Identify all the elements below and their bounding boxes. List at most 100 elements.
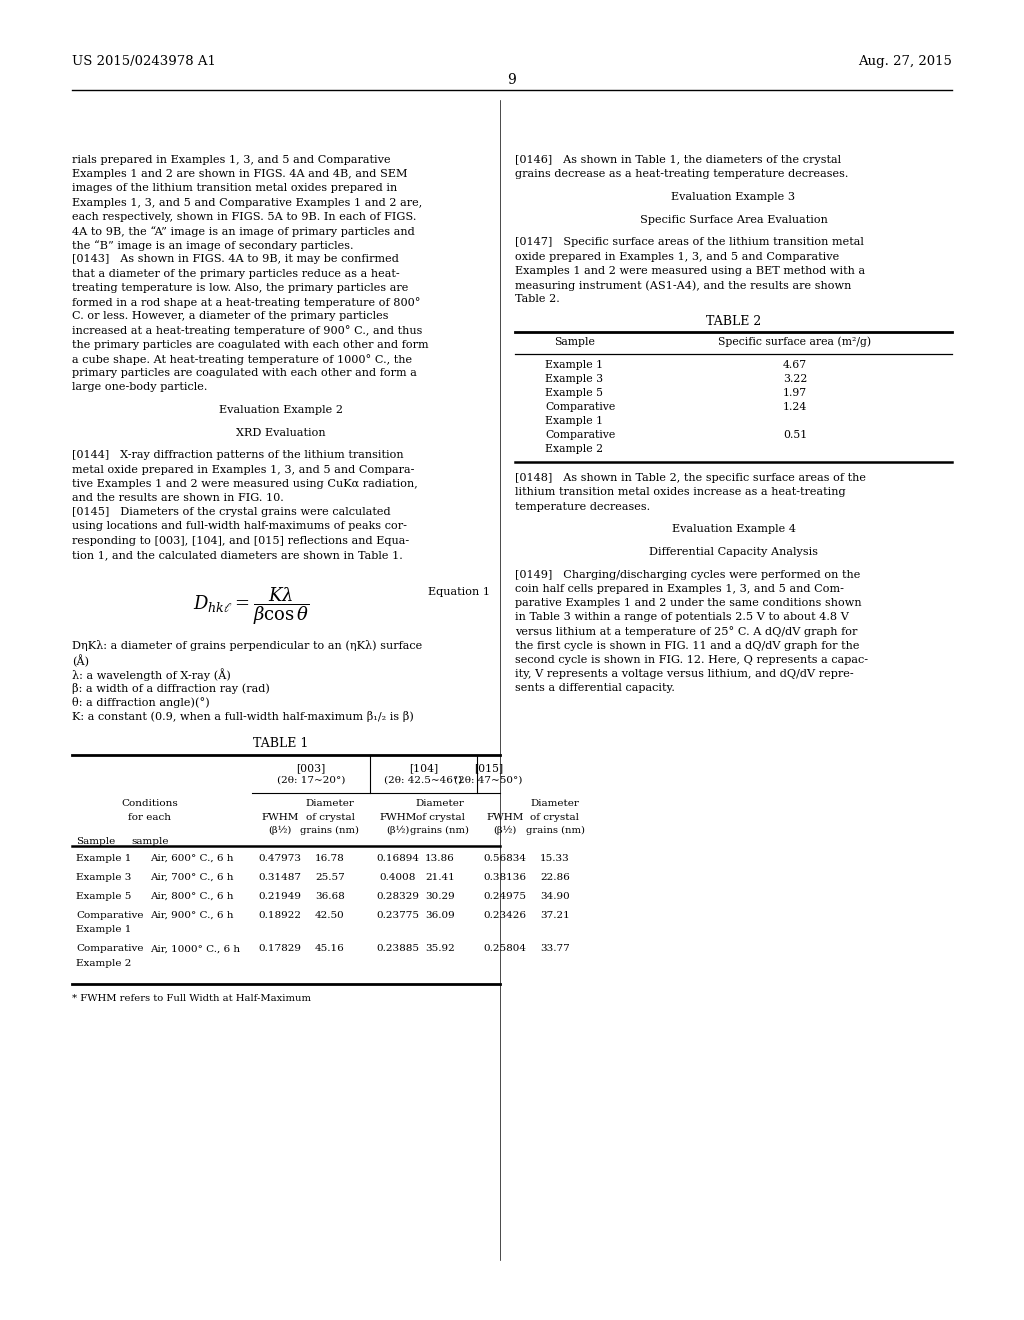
Text: (2θ: 17~20°): (2θ: 17~20°) [276,775,345,784]
Text: K: a constant (0.9, when a full-width half-maximum β₁/₂ is β): K: a constant (0.9, when a full-width ha… [72,711,414,722]
Text: grains (nm): grains (nm) [300,826,359,836]
Text: Evaluation Example 4: Evaluation Example 4 [672,524,796,535]
Text: Table 2.: Table 2. [515,294,560,304]
Text: Example 5: Example 5 [76,892,131,902]
Text: β: a width of a diffraction ray (rad): β: a width of a diffraction ray (rad) [72,682,270,694]
Text: 35.92: 35.92 [425,944,455,953]
Text: of crystal: of crystal [416,813,465,821]
Text: a cube shape. At heat-treating temperature of 1000° C., the: a cube shape. At heat-treating temperatu… [72,354,412,364]
Text: 36.68: 36.68 [315,892,345,902]
Text: 34.90: 34.90 [540,892,570,902]
Text: Sample: Sample [555,337,595,347]
Text: Example 2: Example 2 [545,444,603,454]
Text: using locations and full-width half-maximums of peaks cor-: using locations and full-width half-maxi… [72,521,407,532]
Text: $D_{\mathit{hk\ell}} = \dfrac{K\lambda}{\beta\cos\theta}$: $D_{\mathit{hk\ell}} = \dfrac{K\lambda}{… [193,585,309,627]
Text: 0.23426: 0.23426 [483,911,526,920]
Text: [0149]   Charging/discharging cycles were performed on the: [0149] Charging/discharging cycles were … [515,570,860,579]
Text: * FWHM refers to Full Width at Half-Maximum: * FWHM refers to Full Width at Half-Maxi… [72,994,311,1002]
Text: 0.16894: 0.16894 [377,854,420,863]
Text: sents a differential capacity.: sents a differential capacity. [515,684,675,693]
Text: tive Examples 1 and 2 were measured using CuKα radiation,: tive Examples 1 and 2 were measured usin… [72,479,418,488]
Text: versus lithium at a temperature of 25° C. A dQ/dV graph for: versus lithium at a temperature of 25° C… [515,627,857,638]
Text: the first cycle is shown in FIG. 11 and a dQ/dV graph for the: the first cycle is shown in FIG. 11 and … [515,640,859,651]
Text: (β½): (β½) [386,826,410,836]
Text: measuring instrument (AS1-A4), and the results are shown: measuring instrument (AS1-A4), and the r… [515,280,851,290]
Text: Comparative: Comparative [76,911,143,920]
Text: images of the lithium transition metal oxides prepared in: images of the lithium transition metal o… [72,183,397,194]
Text: (2θ: 47~50°): (2θ: 47~50°) [455,775,522,784]
Text: Comparative: Comparative [545,401,615,412]
Text: 0.23885: 0.23885 [377,944,420,953]
Text: Comparative: Comparative [76,944,143,953]
Text: the primary particles are coagulated with each other and form: the primary particles are coagulated wit… [72,339,429,350]
Text: (2θ: 42.5~46°): (2θ: 42.5~46°) [384,775,463,784]
Text: grains decrease as a heat-treating temperature decreases.: grains decrease as a heat-treating tempe… [515,169,848,180]
Text: Air, 800° C., 6 h: Air, 800° C., 6 h [150,892,233,902]
Text: [0144]   X-ray diffraction patterns of the lithium transition: [0144] X-ray diffraction patterns of the… [72,450,403,461]
Text: 0.38136: 0.38136 [483,873,526,882]
Text: 21.41: 21.41 [425,873,455,882]
Text: DηKλ: a diameter of grains perpendicular to an (ηKλ) surface: DηKλ: a diameter of grains perpendicular… [72,640,422,651]
Text: 30.29: 30.29 [425,892,455,902]
Text: [0148]   As shown in Table 2, the specific surface areas of the: [0148] As shown in Table 2, the specific… [515,474,866,483]
Text: 4A to 9B, the “A” image is an image of primary particles and: 4A to 9B, the “A” image is an image of p… [72,226,415,236]
Text: 4.67: 4.67 [783,360,807,370]
Text: Example 3: Example 3 [76,873,131,882]
Text: Diameter: Diameter [305,800,354,808]
Text: each respectively, shown in FIGS. 5A to 9B. In each of FIGS.: each respectively, shown in FIGS. 5A to … [72,211,417,222]
Text: 0.31487: 0.31487 [258,873,301,882]
Text: Air, 600° C., 6 h: Air, 600° C., 6 h [150,854,233,863]
Text: in Table 3 within a range of potentials 2.5 V to about 4.8 V: in Table 3 within a range of potentials … [515,612,849,623]
Text: (Å): (Å) [72,655,89,667]
Text: 36.09: 36.09 [425,911,455,920]
Text: Examples 1 and 2 were measured using a BET method with a: Examples 1 and 2 were measured using a B… [515,265,865,276]
Text: 0.28329: 0.28329 [377,892,420,902]
Text: of crystal: of crystal [305,813,354,821]
Text: Example 1: Example 1 [545,416,603,426]
Text: Equation 1: Equation 1 [428,587,490,597]
Text: FWHM: FWHM [261,813,299,821]
Text: 37.21: 37.21 [540,911,570,920]
Text: large one-body particle.: large one-body particle. [72,383,208,392]
Text: Air, 700° C., 6 h: Air, 700° C., 6 h [150,873,233,882]
Text: Comparative: Comparative [545,430,615,440]
Text: formed in a rod shape at a heat-treating temperature of 800°: formed in a rod shape at a heat-treating… [72,297,421,308]
Text: second cycle is shown in FIG. 12. Here, Q represents a capac-: second cycle is shown in FIG. 12. Here, … [515,655,868,665]
Text: Diameter: Diameter [416,800,465,808]
Text: the “B” image is an image of secondary particles.: the “B” image is an image of secondary p… [72,240,353,251]
Text: Aug. 27, 2015: Aug. 27, 2015 [858,55,952,69]
Text: 0.51: 0.51 [783,430,807,440]
Text: Evaluation Example 3: Evaluation Example 3 [672,191,796,202]
Text: TABLE 2: TABLE 2 [706,315,761,329]
Text: increased at a heat-treating temperature of 900° C., and thus: increased at a heat-treating temperature… [72,326,422,337]
Text: [0146]   As shown in Table 1, the diameters of the crystal: [0146] As shown in Table 1, the diameter… [515,154,841,165]
Text: coin half cells prepared in Examples 1, 3, and 5 and Com-: coin half cells prepared in Examples 1, … [515,583,844,594]
Text: lithium transition metal oxides increase as a heat-treating: lithium transition metal oxides increase… [515,487,846,498]
Text: of crystal: of crystal [530,813,580,821]
Text: 15.33: 15.33 [540,854,570,863]
Text: 0.23775: 0.23775 [377,911,420,920]
Text: 0.56834: 0.56834 [483,854,526,863]
Text: λ: a wavelength of X-ray (Å): λ: a wavelength of X-ray (Å) [72,669,230,681]
Text: Air, 1000° C., 6 h: Air, 1000° C., 6 h [150,944,240,953]
Text: 0.24975: 0.24975 [483,892,526,902]
Text: 9: 9 [508,73,516,87]
Text: Example 3: Example 3 [545,374,603,384]
Text: 16.78: 16.78 [315,854,345,863]
Text: 0.4008: 0.4008 [380,873,416,882]
Text: FWHM: FWHM [486,813,523,821]
Text: [015]: [015] [474,763,503,774]
Text: Differential Capacity Analysis: Differential Capacity Analysis [649,546,818,557]
Text: 0.25804: 0.25804 [483,944,526,953]
Text: Specific Surface Area Evaluation: Specific Surface Area Evaluation [640,215,827,224]
Text: (β½): (β½) [494,826,517,836]
Text: grains (nm): grains (nm) [525,826,585,836]
Text: Example 1: Example 1 [545,360,603,370]
Text: FWHM: FWHM [379,813,417,821]
Text: metal oxide prepared in Examples 1, 3, and 5 and Compara-: metal oxide prepared in Examples 1, 3, a… [72,465,415,475]
Text: US 2015/0243978 A1: US 2015/0243978 A1 [72,55,216,69]
Text: tion 1, and the calculated diameters are shown in Table 1.: tion 1, and the calculated diameters are… [72,549,402,560]
Text: Example 5: Example 5 [545,388,603,397]
Text: Sample: Sample [76,837,116,846]
Text: temperature decreases.: temperature decreases. [515,502,650,512]
